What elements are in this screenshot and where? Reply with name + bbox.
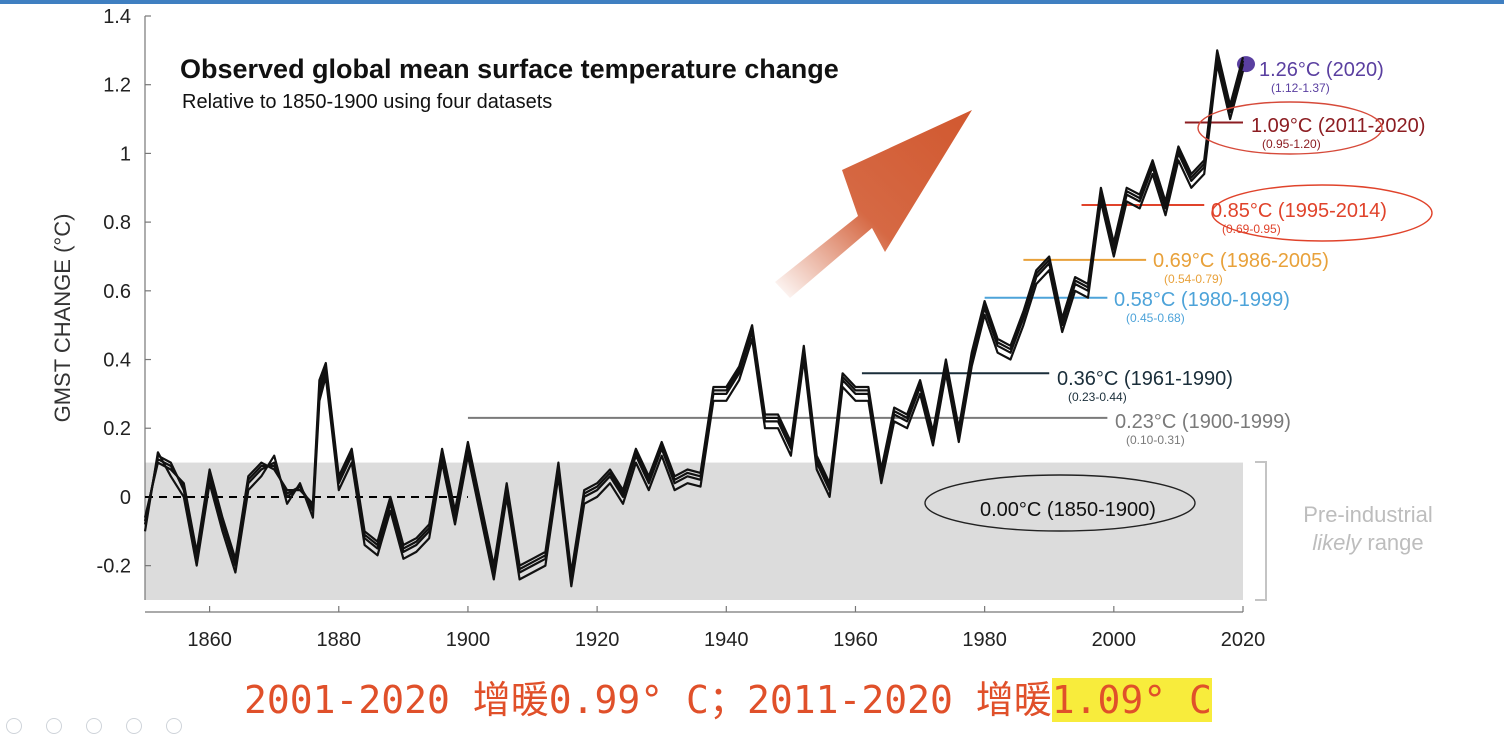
period-mean-range: (0.54-0.79)	[1164, 272, 1223, 286]
period-mean-label: 1.26°C (2020)	[1259, 59, 1384, 81]
period-mean-label: 1.09°C (2011-2020)	[1251, 115, 1425, 137]
highlight-ellipse-1995-2014	[1211, 184, 1433, 242]
slides-icon[interactable]	[86, 718, 102, 734]
preindustrial-label-line2: likely range	[1312, 530, 1423, 555]
period-mean-label: 0.69°C (1986-2005)	[1153, 250, 1329, 272]
period-mean-range: (0.23-0.44)	[1068, 390, 1127, 404]
x-tick-label: 1900	[446, 629, 491, 651]
player-toolbar	[0, 714, 230, 738]
x-tick-label: 1880	[317, 629, 362, 651]
x-tick-label: 1980	[962, 629, 1007, 651]
chart-title: Observed global mean surface temperature…	[180, 54, 839, 84]
series-lines	[143, 49, 1245, 588]
more-icon[interactable]	[166, 718, 182, 734]
y-tick-label: 1.4	[103, 6, 131, 28]
preindustrial-label-line1: Pre-industrial	[1303, 502, 1433, 527]
x-tick-label: 2000	[1092, 629, 1137, 651]
period-mean-range: (0.10-0.31)	[1126, 433, 1185, 447]
y-tick-label: 1.2	[103, 75, 131, 97]
y-tick-label: 0.4	[103, 350, 131, 372]
period-mean-labels: 0.00°C (1850-1900) 0.23°C (1900-1999)(0.1…	[980, 59, 1425, 521]
y-tick-label: 0.8	[103, 212, 131, 234]
period-mean-range: (0.45-0.68)	[1126, 311, 1185, 325]
highlight-ellipse-1850-1900	[924, 474, 1196, 532]
period-mean-range: (1.12-1.37)	[1271, 81, 1330, 95]
series-line-4	[143, 52, 1245, 578]
x-tick-label: 1920	[575, 629, 620, 651]
chart-subtitle: Relative to 1850-1900 using four dataset…	[182, 91, 552, 113]
x-tick-label: 1940	[704, 629, 749, 651]
period-mean-label: 0.58°C (1980-1999)	[1114, 289, 1290, 311]
period-mean-range: (0.95-1.20)	[1262, 137, 1321, 151]
x-tick-label: 1960	[833, 629, 878, 651]
window-top-border	[0, 0, 1504, 4]
x-tick-label: 2020	[1221, 629, 1266, 651]
y-tick-label: 1	[120, 143, 131, 165]
y-tick-label: 0.2	[103, 418, 131, 440]
axes: -0.2 0 0.2 0.4 0.6 0.8 1 1.2 1.4 1860 1880 1900 1920…	[97, 6, 1266, 651]
caption-part1: 2001-2020 增暖	[244, 678, 549, 722]
period-mean-label: 0.00°C (1850-1900)	[980, 499, 1156, 521]
caption-separator: ；	[708, 678, 747, 722]
period-mean-label: 0.36°C (1961-1990)	[1057, 368, 1233, 390]
period-mean-range: (0.69-0.95)	[1222, 222, 1281, 236]
zoom-icon[interactable]	[126, 718, 142, 734]
warming-caption: 2001-2020 增暖0.99° C；2011-2020 增暖1.09° C	[244, 676, 1212, 724]
series-line-3	[143, 62, 1245, 588]
caption-part1-value: 0.99° C	[548, 678, 709, 722]
y-tick-label: 0	[120, 487, 131, 509]
warming-arrow-icon	[775, 110, 972, 298]
preindustrial-legend: Pre-industrial likely range	[1255, 461, 1433, 601]
y-axis-label: GMST CHANGE (°C)	[50, 214, 75, 423]
annotation-layer	[775, 101, 1433, 532]
y-tick-label: -0.2	[97, 556, 131, 578]
caption-part2: 2011-2020 增暖	[746, 678, 1052, 722]
highlight-ellipse-2011-2020	[1197, 101, 1383, 155]
period-mean-label: 0.85°C (1995-2014)	[1211, 200, 1387, 222]
caption-part2-value: 1.09° C	[1051, 678, 1212, 722]
pointer-icon[interactable]	[6, 718, 22, 734]
x-tick-label: 1860	[187, 629, 232, 651]
y-tick-label: 0.6	[103, 281, 131, 303]
period-mean-label: 0.23°C (1900-1999)	[1115, 411, 1291, 433]
pen-icon[interactable]	[46, 718, 62, 734]
